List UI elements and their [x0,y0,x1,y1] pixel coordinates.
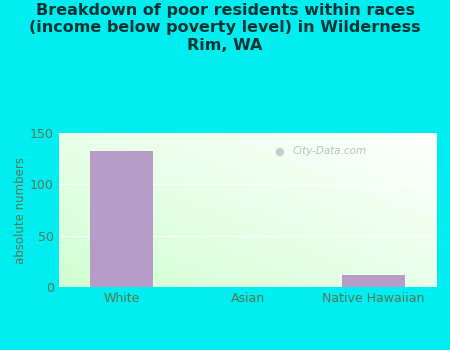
Text: ●: ● [274,147,284,156]
Bar [342,275,405,287]
Text: Breakdown of poor residents within races
(income below poverty level) in Wildern: Breakdown of poor residents within races… [29,3,421,52]
Text: City-Data.com: City-Data.com [293,147,367,156]
Y-axis label: absolute numbers: absolute numbers [14,156,27,264]
Bar [90,152,153,287]
